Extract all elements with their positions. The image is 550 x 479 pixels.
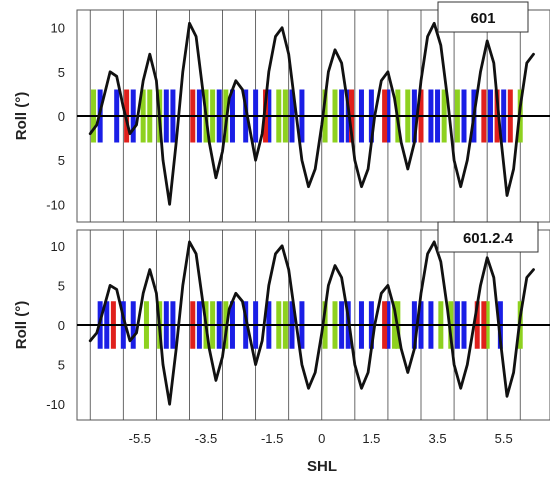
roll-series-line xyxy=(88,240,535,406)
x-tick-label: -1.5 xyxy=(261,431,283,446)
x-tick-label: 1.5 xyxy=(362,431,380,446)
y-tick-label: -10 xyxy=(46,397,65,412)
y-axis-title: Roll (°) xyxy=(13,92,30,141)
x-tick-label: 0 xyxy=(318,431,325,446)
y-tick-label: 5 xyxy=(58,358,65,373)
chart-panels: 10 5 0 5 -10 Roll (°) 601 10 5 0 5 -10 Roll (°) 601.2… xyxy=(13,1,550,446)
y-tick-label: 5 xyxy=(58,153,65,168)
y-tick-label: 5 xyxy=(58,278,65,293)
x-tick-label: -5.5 xyxy=(129,431,151,446)
y-axis-title: Roll (°) xyxy=(13,301,30,350)
chart-panel-1: 10 5 0 5 -10 Roll (°) 601 xyxy=(13,1,550,223)
panel-label-box xyxy=(437,221,539,253)
x-tick-label: 3.5 xyxy=(428,431,446,446)
y-tick-label: 10 xyxy=(51,21,65,36)
y-tick-label: 10 xyxy=(51,239,65,254)
y-tick-label: 5 xyxy=(58,65,65,80)
y-tick-label: -10 xyxy=(46,197,65,212)
panel-label: 601.2.4 xyxy=(463,230,514,247)
x-axis-title: SHL xyxy=(307,458,337,475)
panel-label: 601 xyxy=(470,10,495,27)
x-tick-label: -3.5 xyxy=(195,431,217,446)
chart-panel-2: 10 5 0 5 -10 Roll (°) 601.2.4 -5.5 -3.5 -1.5 0 1.5 3… xyxy=(13,221,550,446)
y-tick-label: 0 xyxy=(58,109,65,124)
roll-series-line xyxy=(88,21,535,206)
panel-label-box xyxy=(437,1,529,33)
x-tick-label: 5.5 xyxy=(495,431,513,446)
y-tick-label: 0 xyxy=(58,318,65,333)
